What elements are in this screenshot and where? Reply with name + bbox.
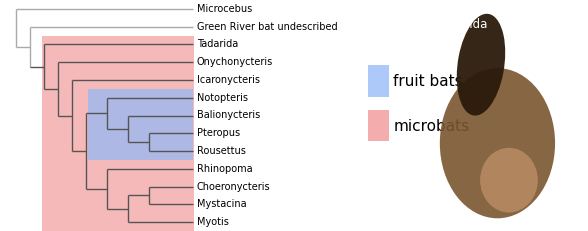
Text: Tadarida: Tadarida: [436, 18, 487, 31]
Text: Tadarida: Tadarida: [197, 40, 238, 49]
Bar: [88, 89, 192, 160]
Text: fruit bats: fruit bats: [393, 74, 463, 89]
Text: Rousettus: Rousettus: [197, 146, 246, 156]
Text: Mystacina: Mystacina: [197, 199, 246, 209]
Text: Pteropus: Pteropus: [197, 128, 240, 138]
Bar: [42, 36, 194, 231]
Text: Green River bat undescribed: Green River bat undescribed: [197, 22, 338, 32]
Ellipse shape: [480, 148, 538, 213]
Text: Rhinopoma: Rhinopoma: [197, 164, 252, 174]
Text: Onychonycteris: Onychonycteris: [197, 57, 273, 67]
Ellipse shape: [440, 68, 555, 218]
Ellipse shape: [457, 14, 505, 116]
Text: Microcebus: Microcebus: [197, 4, 252, 14]
Text: Choeronycteris: Choeronycteris: [197, 182, 270, 191]
Text: Notopteris: Notopteris: [197, 93, 248, 103]
Text: Icaronycteris: Icaronycteris: [197, 75, 260, 85]
Bar: [368, 65, 389, 97]
Bar: [368, 110, 389, 141]
Text: microbats: microbats: [393, 119, 470, 134]
Text: Balionycteris: Balionycteris: [197, 110, 260, 121]
Text: Myotis: Myotis: [197, 217, 229, 227]
